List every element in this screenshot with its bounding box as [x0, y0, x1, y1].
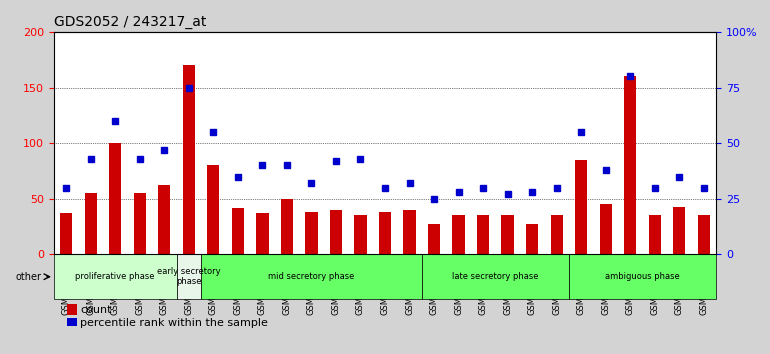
Bar	[624, 76, 636, 255]
Bar	[67, 318, 77, 329]
Bar	[501, 216, 514, 255]
Text: GDS2052 / 243217_at: GDS2052 / 243217_at	[54, 16, 206, 29]
Bar	[600, 204, 612, 255]
Text: early secretory
phase: early secretory phase	[157, 267, 221, 286]
Bar	[575, 160, 588, 255]
FancyBboxPatch shape	[54, 255, 176, 299]
Bar	[256, 213, 269, 255]
FancyBboxPatch shape	[569, 255, 716, 299]
Text: count: count	[80, 305, 112, 315]
Bar	[232, 208, 244, 255]
Bar	[477, 216, 489, 255]
Text: late secretory phase: late secretory phase	[452, 272, 539, 281]
Text: proliferative phase: proliferative phase	[75, 272, 155, 281]
Text: other: other	[15, 272, 42, 282]
Bar	[551, 216, 563, 255]
FancyBboxPatch shape	[201, 255, 422, 299]
Text: ambiguous phase: ambiguous phase	[605, 272, 680, 281]
Bar	[526, 224, 538, 255]
Bar	[330, 210, 342, 255]
Text: mid secretory phase: mid secretory phase	[268, 272, 355, 281]
Bar	[305, 212, 317, 255]
Text: percentile rank within the sample: percentile rank within the sample	[80, 318, 268, 328]
Bar	[453, 216, 465, 255]
Bar	[67, 304, 77, 315]
Bar	[281, 199, 293, 255]
Bar	[158, 185, 170, 255]
Bar	[60, 213, 72, 255]
Bar	[354, 216, 367, 255]
Bar	[648, 216, 661, 255]
Bar	[428, 224, 440, 255]
Bar	[673, 207, 685, 255]
Bar	[85, 193, 97, 255]
Bar	[379, 212, 391, 255]
Bar	[134, 193, 146, 255]
Bar	[698, 216, 710, 255]
Bar	[109, 143, 122, 255]
FancyBboxPatch shape	[176, 255, 201, 299]
Bar	[403, 210, 416, 255]
Bar	[207, 165, 219, 255]
FancyBboxPatch shape	[422, 255, 569, 299]
Bar	[182, 65, 195, 255]
